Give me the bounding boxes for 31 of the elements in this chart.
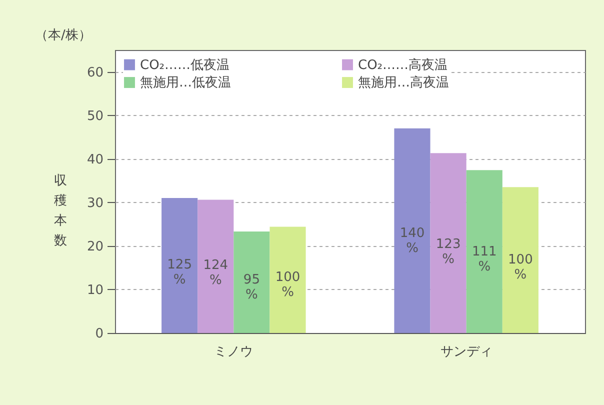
x-tick-label: サンディ bbox=[440, 344, 492, 360]
legend-label: 無施用…高夜温 bbox=[358, 74, 449, 90]
text: （本/株） bbox=[35, 28, 92, 43]
y-tick-label: 20 bbox=[86, 239, 104, 254]
y-tick-label: 60 bbox=[86, 65, 104, 80]
bar bbox=[502, 187, 538, 333]
bar bbox=[394, 128, 430, 333]
annotation: 100% bbox=[275, 270, 300, 300]
annotation: 125% bbox=[167, 257, 192, 288]
annotation: 124% bbox=[203, 258, 228, 288]
annotation: 95% bbox=[243, 272, 260, 302]
bar bbox=[270, 226, 306, 333]
bar bbox=[466, 170, 502, 333]
y-tick-label: 50 bbox=[86, 108, 104, 124]
legend-label: CO₂……高夜温 bbox=[358, 56, 448, 73]
bar bbox=[198, 200, 234, 333]
y-tick-label: 40 bbox=[86, 152, 104, 168]
bar bbox=[430, 153, 466, 333]
x-tick-label: ミノウ bbox=[214, 344, 254, 360]
annotation: 100% bbox=[508, 252, 533, 282]
bar bbox=[162, 198, 198, 333]
y-tick-label: 10 bbox=[86, 282, 104, 298]
annotation: 140% bbox=[400, 226, 425, 256]
y-axis-title: 収穫本数 bbox=[54, 174, 67, 248]
legend-label: CO₂……低夜温 bbox=[140, 56, 230, 73]
legend-label: 無施用…低夜温 bbox=[140, 74, 231, 90]
y-tick-label: 30 bbox=[86, 196, 104, 211]
annotation: 111% bbox=[472, 244, 497, 275]
y-tick-label: 0 bbox=[95, 326, 104, 342]
annotation: 123% bbox=[436, 237, 461, 268]
bar bbox=[234, 232, 270, 333]
